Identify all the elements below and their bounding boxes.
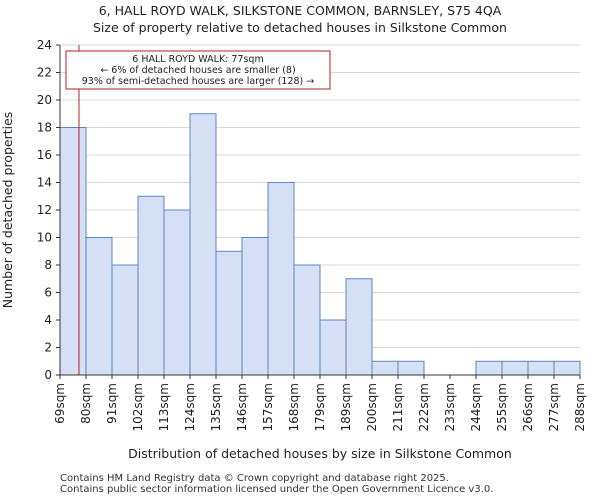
y-axis-title: Number of detached properties bbox=[0, 112, 15, 309]
x-tick-label: 91sqm bbox=[105, 383, 119, 424]
y-tick-label: 24 bbox=[37, 38, 52, 52]
y-tick-label: 0 bbox=[44, 368, 52, 382]
histogram-bar bbox=[475, 360, 503, 376]
annotation-line: 6 HALL ROYD WALK: 77sqm bbox=[132, 54, 263, 65]
x-tick-label: 135sqm bbox=[209, 383, 223, 431]
x-tick-label: 255sqm bbox=[495, 383, 509, 431]
histogram-bar bbox=[319, 319, 347, 376]
x-tick-label: 222sqm bbox=[417, 383, 431, 431]
histogram-bar bbox=[59, 127, 87, 376]
histogram-bar bbox=[215, 250, 243, 376]
footer-copyright: Contains HM Land Registry data © Crown c… bbox=[60, 473, 449, 484]
x-tick-label: 266sqm bbox=[521, 383, 535, 431]
x-tick-label: 211sqm bbox=[391, 383, 405, 431]
histogram-bar bbox=[527, 360, 555, 376]
x-tick-label: 244sqm bbox=[469, 383, 483, 431]
histogram-bar bbox=[553, 360, 581, 376]
x-tick-label: 277sqm bbox=[547, 383, 561, 431]
x-tick-label: 200sqm bbox=[365, 383, 379, 431]
histogram-bar bbox=[371, 360, 399, 376]
chart-title-address: 6, HALL ROYD WALK, SILKSTONE COMMON, BAR… bbox=[98, 3, 502, 18]
histogram-bar bbox=[189, 113, 217, 376]
x-tick-label: 102sqm bbox=[131, 383, 145, 431]
x-tick-label: 113sqm bbox=[157, 383, 171, 431]
y-tick-label: 18 bbox=[37, 121, 52, 135]
histogram-bar bbox=[85, 237, 113, 376]
y-tick-label: 22 bbox=[37, 66, 52, 80]
y-tick-label: 8 bbox=[44, 258, 52, 272]
x-tick-label: 288sqm bbox=[573, 383, 587, 431]
y-tick-label: 6 bbox=[44, 286, 52, 300]
x-tick-label: 168sqm bbox=[287, 383, 301, 431]
x-tick-label: 69sqm bbox=[53, 383, 67, 424]
histogram-bar bbox=[241, 237, 269, 376]
x-tick-label: 80sqm bbox=[79, 383, 93, 424]
y-tick-label: 20 bbox=[37, 93, 52, 107]
y-tick-label: 14 bbox=[37, 176, 52, 190]
y-tick-label: 10 bbox=[37, 231, 52, 245]
annotation-line: ← 6% of detached houses are smaller (8) bbox=[100, 65, 295, 76]
x-tick-label: 157sqm bbox=[261, 383, 275, 431]
histogram-bar bbox=[397, 360, 425, 376]
x-tick-label: 124sqm bbox=[183, 383, 197, 431]
histogram-bar bbox=[111, 264, 139, 376]
chart-title-subtitle: Size of property relative to detached ho… bbox=[93, 20, 507, 35]
x-axis-title: Distribution of detached houses by size … bbox=[128, 446, 512, 461]
y-tick-label: 12 bbox=[37, 203, 52, 217]
histogram-bar bbox=[501, 360, 529, 376]
footer-licence: Contains public sector information licen… bbox=[60, 484, 494, 495]
histogram-bar bbox=[345, 278, 373, 376]
x-tick-label: 189sqm bbox=[339, 383, 353, 431]
annotation-box bbox=[65, 50, 331, 90]
x-tick-label: 179sqm bbox=[313, 383, 327, 431]
annotation-line: 93% of semi-detached houses are larger (… bbox=[82, 76, 315, 87]
histogram-bar bbox=[163, 209, 191, 376]
histogram-bar bbox=[137, 195, 165, 376]
x-tick-label: 146sqm bbox=[235, 383, 249, 431]
y-tick-label: 4 bbox=[44, 313, 52, 327]
x-tick-label: 233sqm bbox=[443, 383, 457, 431]
y-tick-label: 16 bbox=[37, 148, 52, 162]
histogram-bar bbox=[267, 182, 295, 376]
histogram-bar bbox=[293, 264, 321, 376]
y-tick-label: 2 bbox=[44, 341, 52, 355]
